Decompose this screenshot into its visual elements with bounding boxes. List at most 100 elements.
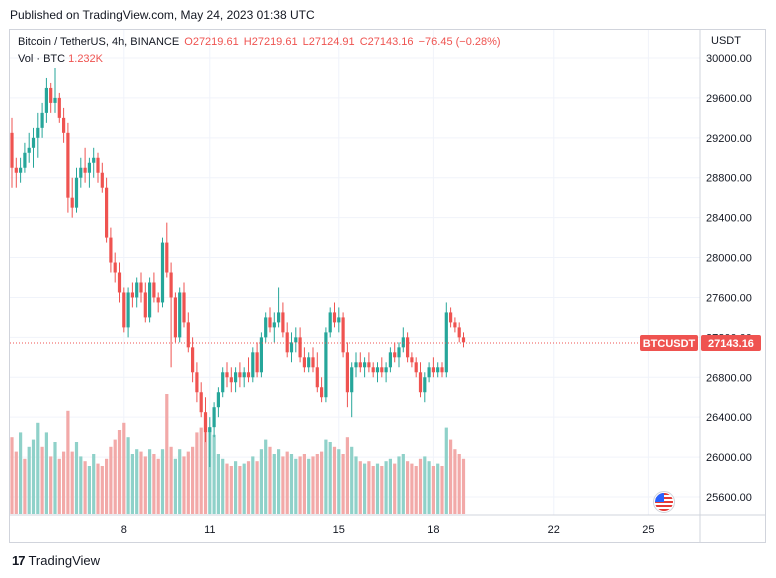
x-tick-label: 18 [427, 524, 439, 536]
x-tick-label: 22 [548, 524, 560, 536]
last-price-label: 27143.16 [708, 338, 754, 350]
candle-body [449, 312, 453, 323]
candle-body [423, 377, 427, 393]
volume-bar [277, 449, 281, 514]
volume-bar [79, 456, 83, 514]
volume-bar [375, 463, 380, 514]
candle-body [212, 407, 216, 428]
volume-bar [315, 454, 319, 514]
volume-bar [427, 461, 431, 514]
candle-body [135, 282, 139, 298]
candle-body [281, 312, 285, 333]
candle-body [397, 347, 401, 358]
volume-bar [36, 422, 40, 514]
candle-body [384, 367, 388, 373]
candle-body [49, 87, 53, 103]
candle-body [234, 372, 238, 383]
candle-body [272, 322, 276, 328]
candle-body [173, 297, 177, 338]
candle-body [363, 362, 367, 368]
candle-body [165, 242, 169, 273]
y-tick-label: 27600.00 [706, 292, 752, 304]
volume-bar [87, 466, 91, 514]
change-value: −76.45 (−0.28%) [418, 36, 501, 48]
y-tick-label: 26800.00 [706, 372, 752, 384]
candle-body [440, 367, 444, 373]
candle-body [130, 292, 134, 298]
volume-bar [453, 449, 457, 514]
candle-body [431, 367, 435, 373]
candle-body [221, 372, 225, 393]
volume-bar [406, 461, 410, 514]
volume-bar [122, 422, 126, 514]
currency-label[interactable]: USDT [711, 35, 741, 47]
volume-bar [289, 454, 294, 514]
candle-body [92, 157, 96, 163]
volume-bar [139, 451, 143, 514]
candle-body [251, 352, 255, 378]
volume-bar [92, 454, 96, 514]
candle-body [27, 147, 31, 153]
candle-body [268, 317, 272, 328]
candle-body [160, 242, 165, 303]
volume-bar [298, 456, 302, 514]
volume-bar [371, 466, 375, 514]
volume-bar [285, 451, 289, 514]
candle-body [406, 337, 410, 358]
candle-body [427, 367, 431, 378]
footer-brand[interactable]: 17 TradingView [12, 553, 100, 568]
volume-bar [173, 458, 177, 514]
tradingview-logo-icon: 17 [12, 553, 26, 568]
us-flag-icon[interactable] [653, 491, 675, 513]
candle-body [358, 362, 362, 368]
candle-body [388, 352, 392, 368]
candle-body [341, 317, 345, 353]
candle-body [414, 362, 418, 373]
volume-bar [14, 451, 18, 514]
y-tick-label: 29600.00 [706, 93, 752, 105]
published-line: Published on TradingView.com, May 24, 20… [10, 8, 315, 22]
volume-bar [281, 456, 285, 514]
candle-body [169, 272, 173, 298]
volume-bar [423, 456, 427, 514]
candle-body [148, 282, 152, 318]
chart-frame[interactable] [9, 29, 766, 543]
symbol-label[interactable]: Bitcoin / TetherUS, 4h, BINANCE [18, 36, 180, 48]
candle-body [186, 322, 190, 348]
candle-body [199, 392, 203, 413]
volume-bar [199, 427, 203, 514]
last-price-badge [701, 335, 761, 352]
candle-body [96, 157, 100, 173]
candle-body [350, 367, 354, 393]
candle-body [156, 297, 160, 303]
candle-body [324, 332, 328, 398]
volume-bar [246, 461, 251, 514]
volume-bar [83, 461, 87, 514]
volume-bar [337, 449, 341, 514]
volume-bar [225, 463, 229, 514]
ticker-badge [640, 335, 698, 352]
candle-body [259, 337, 263, 373]
volume-bar [384, 461, 388, 514]
candle-body [307, 357, 311, 368]
volume-bar [436, 463, 440, 514]
candle-body [302, 357, 306, 368]
volume-bar [431, 466, 435, 514]
candle-body [337, 317, 341, 323]
volume-bar [100, 466, 104, 514]
open-value: O27219.61 [184, 36, 239, 48]
volume-bar [62, 451, 66, 514]
candle-body [143, 292, 147, 318]
candle-body [444, 312, 448, 373]
volume-bar [332, 446, 337, 514]
high-value: H27219.61 [243, 36, 298, 48]
volume-label[interactable]: Vol · BTC [18, 53, 66, 65]
y-tick-label: 30000.00 [706, 53, 752, 65]
candle-body [298, 337, 302, 358]
volume-bar [302, 454, 306, 514]
candle-body [436, 367, 440, 373]
candle-body [418, 372, 423, 393]
ticker-badge-label: BTCUSDT [643, 338, 696, 350]
volume-bar [70, 451, 74, 514]
